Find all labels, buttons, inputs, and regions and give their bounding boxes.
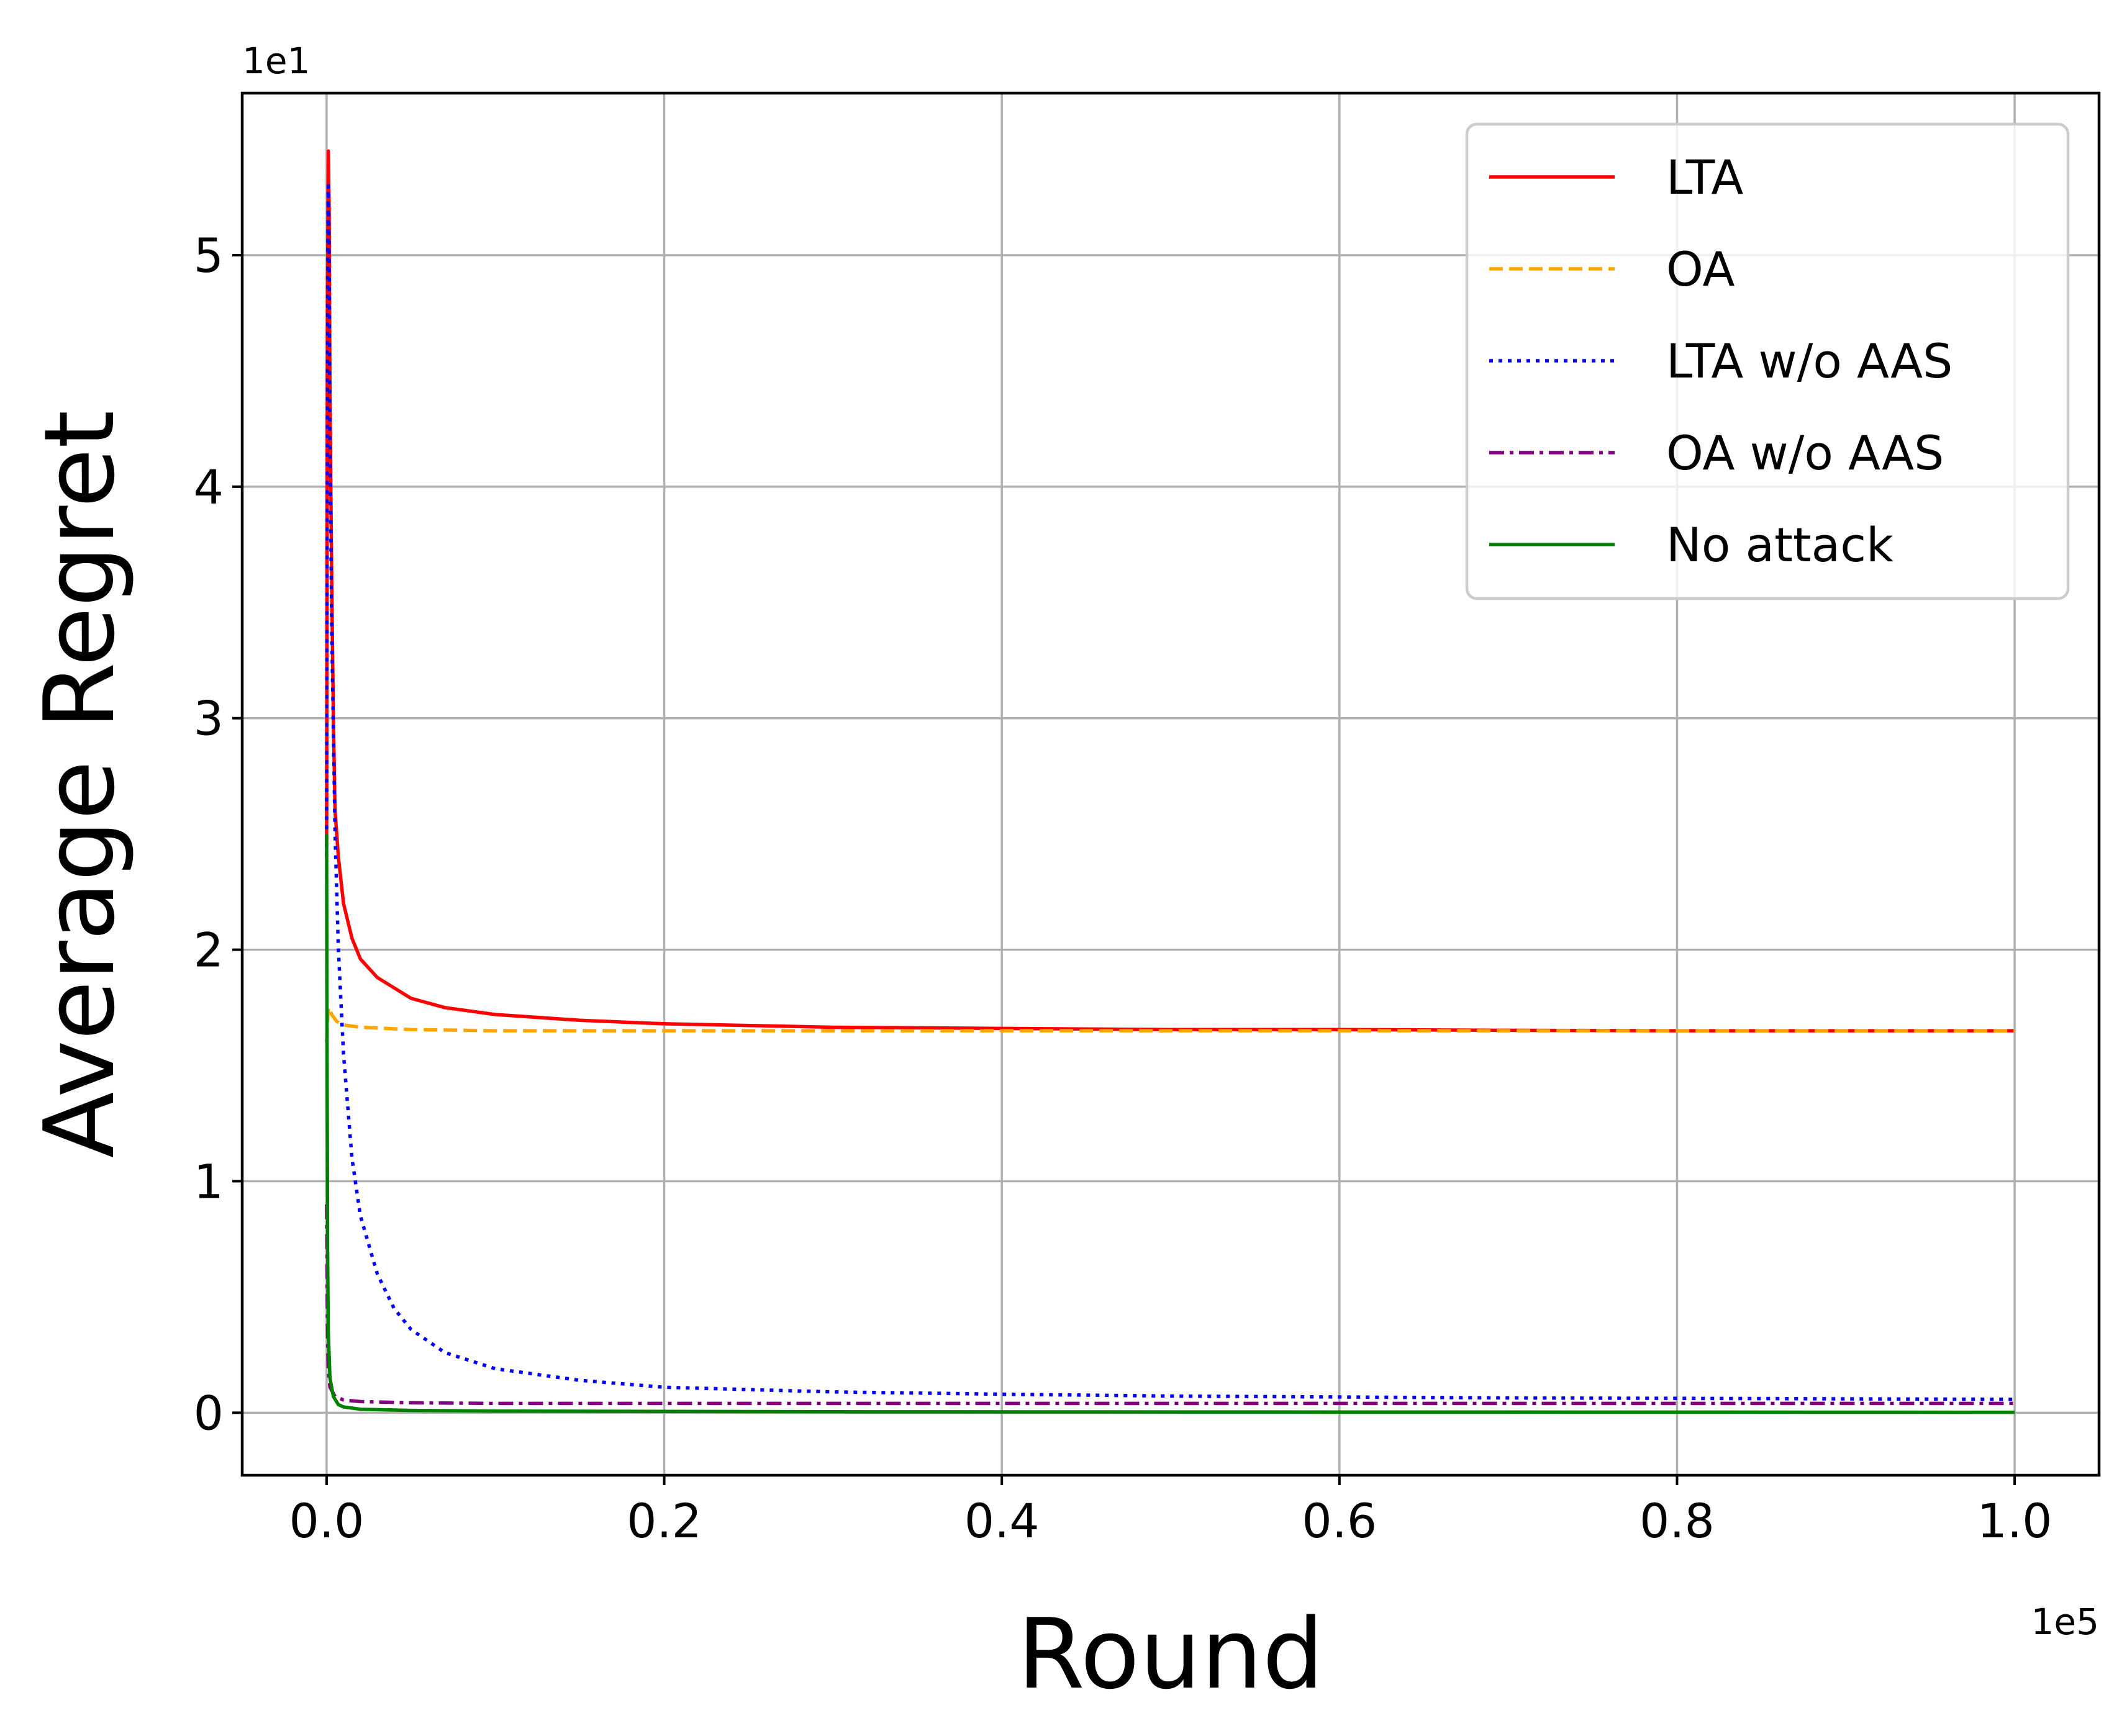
x-tick-label: 0.8 (1639, 1493, 1715, 1548)
legend-label-3: OA w/o AAS (1666, 425, 1944, 481)
legend-label-0: LTA (1666, 150, 1743, 205)
y-tick-label: 4 (194, 459, 224, 515)
y-tick-label: 1 (194, 1154, 224, 1209)
x-tick-label: 0.2 (627, 1493, 702, 1548)
x-tick-label: 0.6 (1302, 1493, 1377, 1548)
y-tick-label: 3 (194, 691, 224, 746)
legend-box (1465, 122, 2070, 600)
legend-label-4: No attack (1666, 517, 1893, 572)
y-axis-title: Average Regret (23, 410, 136, 1158)
y-tick-label: 2 (194, 923, 224, 978)
legend: LTA OA LTA w/o AAS OA w/o AAS No attack (1465, 122, 2070, 600)
series-line-4 (325, 834, 2015, 1414)
series-lines (325, 149, 2015, 1414)
x-tick-label: 0.4 (964, 1493, 1040, 1548)
legend-label-2: LTA w/o AAS (1666, 333, 1952, 389)
y-tick-label: 5 (194, 228, 224, 283)
series-line-1 (325, 1006, 2015, 1042)
x-offset-label: 1e5 (2031, 1601, 2100, 1643)
series-line-3 (325, 1204, 2015, 1406)
y-offset-label: 1e1 (242, 40, 311, 82)
y-tick-label: 0 (194, 1385, 224, 1440)
series-line-2 (325, 184, 2015, 1401)
legend-label-1: OA (1666, 242, 1735, 297)
x-tick-label: 0.0 (289, 1493, 364, 1548)
plot-frame (240, 91, 2101, 1477)
x-axis-title: Round (1017, 1598, 1324, 1711)
axis-ticks: 0.0 0.2 0.4 0.6 0.8 1.0 0 1 2 3 4 5 (194, 228, 2052, 1548)
x-tick-label: 1.0 (1977, 1493, 2052, 1548)
